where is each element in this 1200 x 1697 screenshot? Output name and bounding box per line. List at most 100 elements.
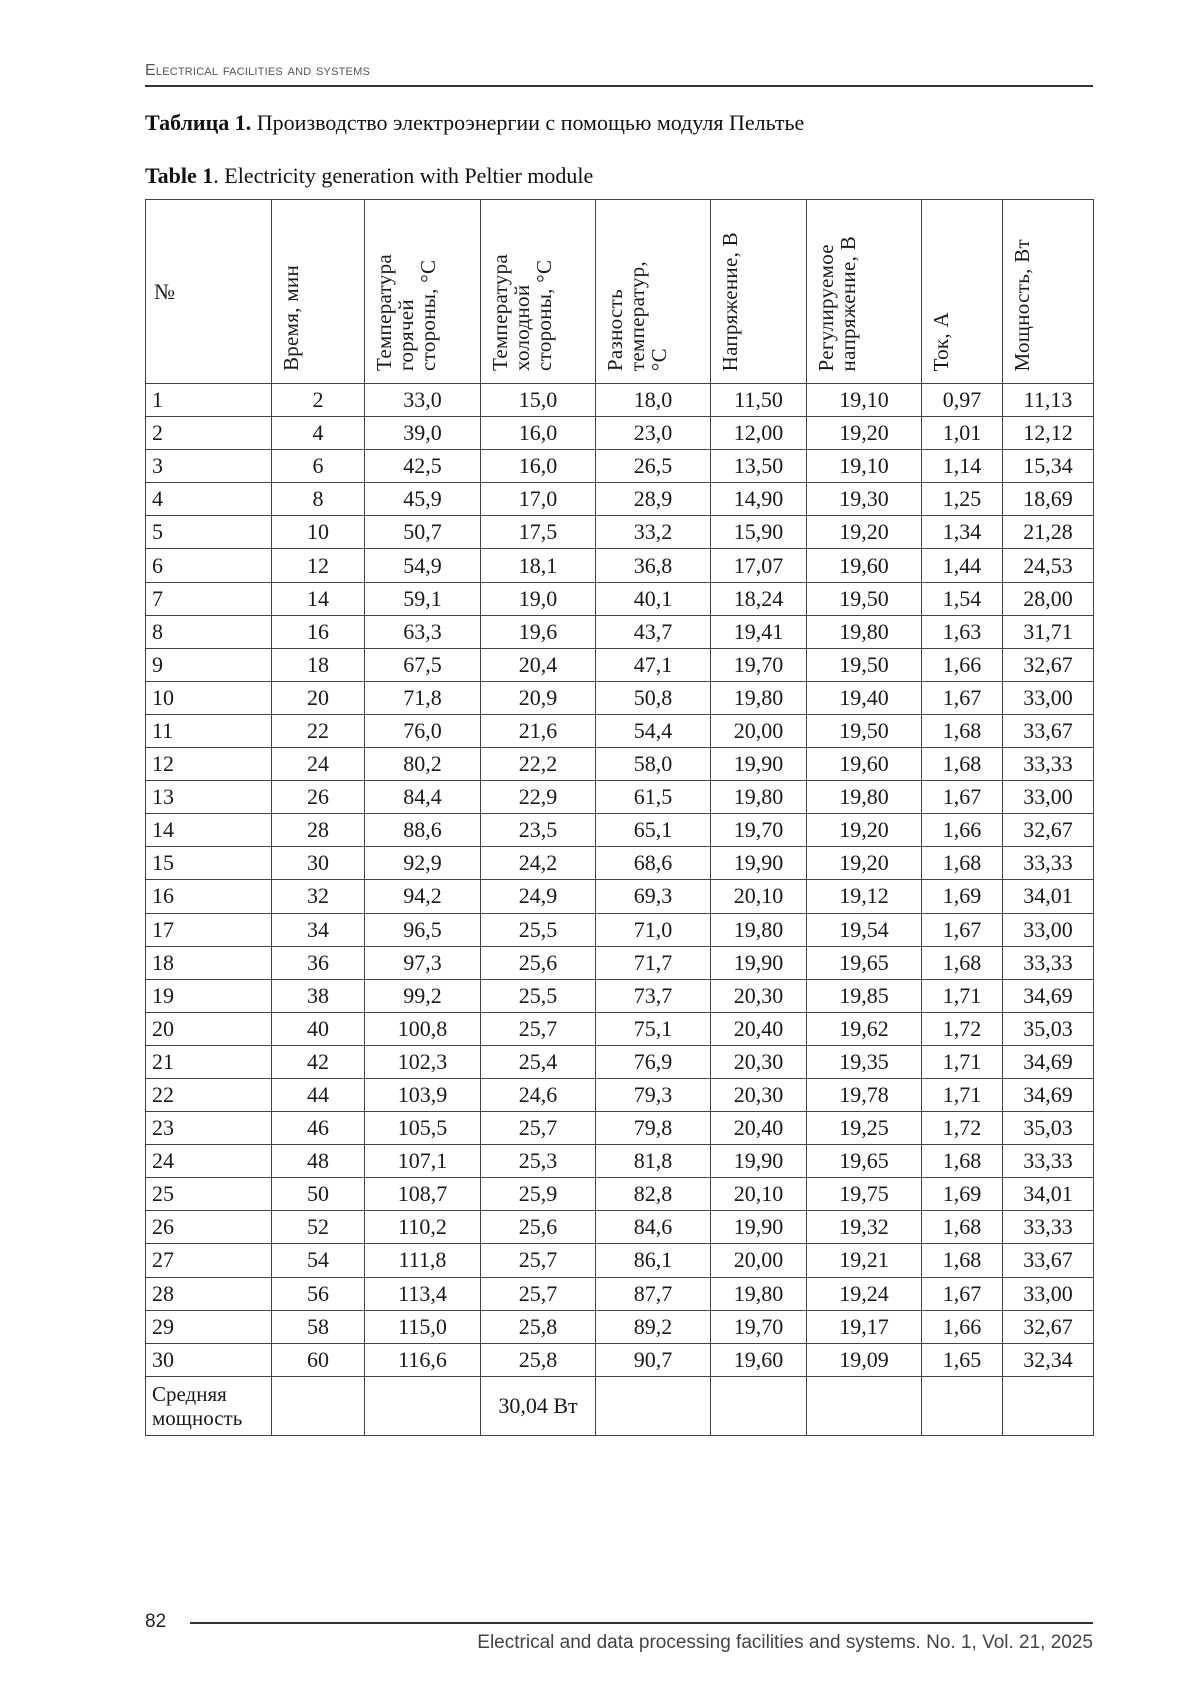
header-line: Напряжение, В xyxy=(718,232,742,371)
table-cell: 25,7 xyxy=(481,1244,596,1277)
column-header: Температурахолоднойстороны, °С xyxy=(481,200,596,384)
table-cell: 28,00 xyxy=(1003,582,1094,615)
table-cell: 40 xyxy=(272,1012,365,1045)
table-cell: 33,33 xyxy=(1003,847,1094,880)
column-header-text: Время, мин xyxy=(280,259,302,377)
table-cell: 19,50 xyxy=(807,582,922,615)
table-row: 3642,516,026,513,5019,101,1415,34 xyxy=(146,450,1094,483)
running-head: Electrical facilities and systems xyxy=(145,62,370,80)
table-cell: 19,50 xyxy=(807,714,922,747)
label-line: Средняя xyxy=(152,1382,227,1406)
table-cell: 17,5 xyxy=(481,516,596,549)
table-caption-ru: Таблица 1. Производство электроэнергии с… xyxy=(145,110,804,136)
table-cell: 1,67 xyxy=(922,913,1003,946)
table-cell: 76,0 xyxy=(365,714,481,747)
table-cell: 1,66 xyxy=(922,814,1003,847)
table-cell: 16 xyxy=(272,615,365,648)
table-cell: 20,30 xyxy=(711,1078,807,1111)
table-cell: 79,8 xyxy=(596,1112,711,1145)
table-cell: 28,9 xyxy=(596,483,711,516)
header-line: холодной xyxy=(510,285,534,371)
column-header-text: Напряжение, В xyxy=(719,226,741,377)
column-header: Регулируемоенапряжение, В xyxy=(807,200,922,384)
table-cell: 19,40 xyxy=(807,681,922,714)
table-row: 2244103,924,679,320,3019,781,7134,69 xyxy=(146,1078,1094,1111)
table-cell: 19,70 xyxy=(711,1310,807,1343)
table-cell: 87,7 xyxy=(596,1277,711,1310)
table-cell: 25,7 xyxy=(481,1277,596,1310)
table-cell: 84,6 xyxy=(596,1211,711,1244)
table-cell: 61,5 xyxy=(596,781,711,814)
table-row: 4845,917,028,914,9019,301,2518,69 xyxy=(146,483,1094,516)
empty-cell xyxy=(711,1376,807,1435)
table-row: 173496,525,571,019,8019,541,6733,00 xyxy=(146,913,1094,946)
page-number: 82 xyxy=(145,1611,166,1633)
table-cell: 33,2 xyxy=(596,516,711,549)
empty-cell xyxy=(807,1376,922,1435)
table-header-row: №Время, минТемпературагорячейстороны, °С… xyxy=(146,200,1094,384)
table-cell: 12 xyxy=(272,549,365,582)
table-row: 91867,520,447,119,7019,501,6632,67 xyxy=(146,648,1094,681)
table-cell: 17,07 xyxy=(711,549,807,582)
table-cell: 115,0 xyxy=(365,1310,481,1343)
table-cell: 33,67 xyxy=(1003,714,1094,747)
table-row: 2142102,325,476,920,3019,351,7134,69 xyxy=(146,1045,1094,1078)
table-cell: 52 xyxy=(272,1211,365,1244)
table-cell: 19,20 xyxy=(807,417,922,450)
table-cell: 24,53 xyxy=(1003,549,1094,582)
table-cell: 1,68 xyxy=(922,748,1003,781)
table-row: 183697,325,671,719,9019,651,6833,33 xyxy=(146,946,1094,979)
table-row: 81663,319,643,719,4119,801,6331,71 xyxy=(146,615,1094,648)
table-cell: 97,3 xyxy=(365,946,481,979)
table-cell: 19,80 xyxy=(711,1277,807,1310)
header-line: Время, мин xyxy=(279,265,303,371)
table-cell: 26,5 xyxy=(596,450,711,483)
table-cell: 1,66 xyxy=(922,1310,1003,1343)
table-row: 2040100,825,775,120,4019,621,7235,03 xyxy=(146,1012,1094,1045)
table-cell: 33,67 xyxy=(1003,1244,1094,1277)
table-cell: 20,4 xyxy=(481,648,596,681)
table-cell: 33,33 xyxy=(1003,946,1094,979)
table-cell: 1,68 xyxy=(922,847,1003,880)
table-cell: 1,69 xyxy=(922,1178,1003,1211)
table-cell: 1,63 xyxy=(922,615,1003,648)
table-cell: 92,9 xyxy=(365,847,481,880)
table-cell: 84,4 xyxy=(365,781,481,814)
table-cell: 25,8 xyxy=(481,1343,596,1376)
table-cell: 19,90 xyxy=(711,748,807,781)
table-cell: 14 xyxy=(146,814,272,847)
table-row: 2346105,525,779,820,4019,251,7235,03 xyxy=(146,1112,1094,1145)
table-cell: 19,80 xyxy=(711,681,807,714)
header-line: температур, xyxy=(625,261,649,371)
table-cell: 33,00 xyxy=(1003,1277,1094,1310)
table-cell: 1,25 xyxy=(922,483,1003,516)
table-cell: 19,35 xyxy=(807,1045,922,1078)
table-cell: 19,85 xyxy=(807,979,922,1012)
table-cell: 1,67 xyxy=(922,1277,1003,1310)
table-cell: 56 xyxy=(272,1277,365,1310)
table-cell: 25,3 xyxy=(481,1145,596,1178)
table-cell: 19,10 xyxy=(807,450,922,483)
table-cell: 8 xyxy=(146,615,272,648)
table-cell: 1,72 xyxy=(922,1012,1003,1045)
table-cell: 47,1 xyxy=(596,648,711,681)
table-cell: 71,0 xyxy=(596,913,711,946)
table-cell: 105,5 xyxy=(365,1112,481,1145)
table-cell: 19,09 xyxy=(807,1343,922,1376)
table-cell: 90,7 xyxy=(596,1343,711,1376)
table-cell: 19,65 xyxy=(807,1145,922,1178)
table-cell: 21 xyxy=(146,1045,272,1078)
table-cell: 110,2 xyxy=(365,1211,481,1244)
table-row: 193899,225,573,720,3019,851,7134,69 xyxy=(146,979,1094,1012)
table-cell: 21,28 xyxy=(1003,516,1094,549)
table-row: 2754111,825,786,120,0019,211,6833,67 xyxy=(146,1244,1094,1277)
empty-cell xyxy=(596,1376,711,1435)
table-cell: 82,8 xyxy=(596,1178,711,1211)
table-cell: 1,68 xyxy=(922,1244,1003,1277)
table-cell: 19,20 xyxy=(807,814,922,847)
table-cell: 32,34 xyxy=(1003,1343,1094,1376)
table-cell: 19,70 xyxy=(711,814,807,847)
caption-text: . Electricity generation with Peltier mo… xyxy=(213,163,593,188)
table-cell: 20,40 xyxy=(711,1012,807,1045)
table-row: 2958115,025,889,219,7019,171,6632,67 xyxy=(146,1310,1094,1343)
